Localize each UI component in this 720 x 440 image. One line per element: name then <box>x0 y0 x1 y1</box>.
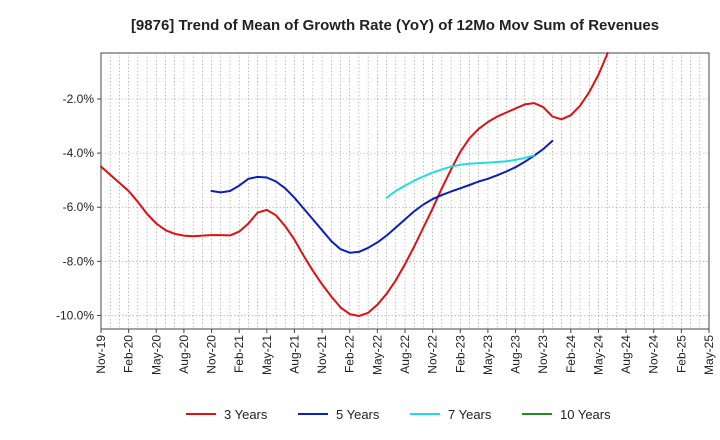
y-tick-label: -10.0% <box>56 308 94 322</box>
x-tick-label: May-24 <box>591 335 605 375</box>
legend: 3 Years 5 Years 7 Years 10 Years <box>186 407 611 422</box>
series-lines <box>100 52 609 317</box>
legend-label-3-years: 3 Years <box>224 407 268 422</box>
y-tick-label: -6.0% <box>63 200 95 214</box>
x-tick-label: Nov-23 <box>536 335 550 374</box>
x-tick-label: Nov-22 <box>426 335 440 374</box>
x-tick-label: Nov-24 <box>647 335 661 374</box>
x-tick-label: Feb-22 <box>343 335 357 373</box>
x-tick-label: Aug-20 <box>177 335 191 374</box>
x-tick-label: Nov-20 <box>205 335 219 374</box>
legend-label-7-years: 7 Years <box>448 407 492 422</box>
series-line-3-years <box>100 52 609 317</box>
y-tick-label: -8.0% <box>63 254 95 268</box>
x-tick-label: Feb-23 <box>453 335 467 373</box>
x-tick-label: Nov-21 <box>315 335 329 374</box>
x-tick-label: May-23 <box>481 335 495 375</box>
legend-label-10-years: 10 Years <box>560 407 611 422</box>
grid <box>101 53 709 329</box>
chart-title: [9876] Trend of Mean of Growth Rate (YoY… <box>131 17 659 34</box>
x-tick-label: May-22 <box>370 335 384 375</box>
x-tick-label: May-21 <box>260 335 274 375</box>
x-tick-label: Nov-19 <box>94 335 108 374</box>
x-tick-label: Feb-24 <box>564 335 578 373</box>
x-axis: Nov-19 Feb-20 May-20 Aug-20 Nov-20 Feb-21 May-… <box>94 329 716 375</box>
x-tick-label: Aug-21 <box>287 335 301 374</box>
x-tick-label: May-25 <box>702 335 716 375</box>
x-tick-label: May-20 <box>149 335 163 375</box>
series-line-5-years <box>210 139 554 254</box>
x-tick-label: Aug-22 <box>398 335 412 374</box>
x-tick-label: Aug-23 <box>509 335 523 374</box>
y-axis: -10.0% -8.0% -6.0% -4.0% -2.0% <box>56 92 101 322</box>
x-tick-label: Feb-25 <box>674 335 688 373</box>
y-tick-label: -2.0% <box>63 92 95 106</box>
x-tick-label: Feb-21 <box>232 335 246 373</box>
x-tick-label: Aug-24 <box>619 335 633 374</box>
series-line-7-years <box>385 154 535 199</box>
y-tick-label: -4.0% <box>63 146 95 160</box>
legend-label-5-years: 5 Years <box>336 407 380 422</box>
x-tick-label: Feb-20 <box>122 335 136 373</box>
